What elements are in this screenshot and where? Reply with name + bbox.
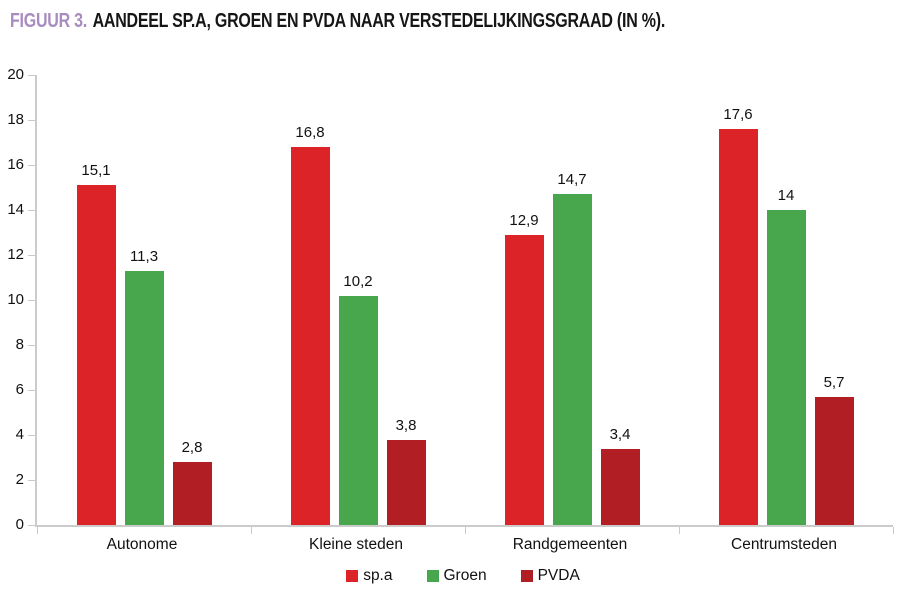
y-tick-label: 4 bbox=[15, 426, 24, 443]
bar-groen-centrumsteden: 14 bbox=[766, 187, 806, 525]
y-tick-label: 14 bbox=[7, 201, 24, 218]
bar-pvda-randgemeenten: 3,4 bbox=[600, 426, 640, 525]
y-tick-label: 8 bbox=[15, 336, 24, 353]
bar-value-label: 10,2 bbox=[343, 272, 373, 290]
y-tick-label: 18 bbox=[7, 111, 24, 128]
bar-group-autonome: 15,1 11,3 2,8 bbox=[37, 75, 251, 525]
bar-groen-randgemeenten: 14,7 bbox=[552, 171, 592, 525]
y-tick-label: 0 bbox=[15, 516, 24, 533]
plot-area: 15,1 11,3 2,8 16,8 10,2 3,8 12,9 14,7 3,4 17,6 14 5… bbox=[35, 75, 894, 534]
bar-value-label: 14 bbox=[777, 187, 795, 204]
bar-groen-kleine-steden: 10,2 bbox=[338, 273, 378, 525]
y-tick-mark bbox=[28, 209, 35, 211]
bar-value-label: 15,1 bbox=[81, 162, 111, 180]
bar-value-label: 5,7 bbox=[823, 373, 845, 391]
y-tick-mark bbox=[28, 299, 35, 301]
x-axis-label-centrumsteden: Centrumsteden bbox=[731, 536, 837, 553]
bar-pvda-autonome: 2,8 bbox=[172, 439, 212, 525]
bar-value-label: 17,6 bbox=[723, 106, 753, 123]
bar-value-label: 16,8 bbox=[295, 124, 325, 141]
bar-pvda-centrumsteden: 5,7 bbox=[814, 374, 854, 525]
y-tick-mark bbox=[28, 119, 35, 121]
legend-label: sp.a bbox=[363, 567, 393, 584]
bar-value-label: 11,3 bbox=[129, 247, 159, 265]
y-tick-mark bbox=[28, 479, 35, 481]
y-tick-mark bbox=[28, 434, 35, 436]
legend-swatch-icon bbox=[426, 570, 439, 582]
figure-title: FIGUUR 3. AANDEEL SP.A, GROEN EN PVDA NAA… bbox=[10, 10, 665, 33]
legend-swatch-icon bbox=[346, 570, 359, 582]
y-tick-label: 2 bbox=[15, 471, 24, 488]
x-tick-mark bbox=[464, 527, 466, 534]
figure-number-label: FIGUUR 3. bbox=[10, 10, 87, 32]
y-tick-mark bbox=[28, 389, 35, 391]
legend-swatch-icon bbox=[520, 570, 533, 582]
x-tick-mark bbox=[678, 527, 680, 534]
y-tick-label: 10 bbox=[7, 291, 24, 308]
x-axis-label-autonome: Autonome bbox=[106, 536, 178, 553]
bar-pvda-kleine-steden: 3,8 bbox=[386, 417, 426, 525]
y-tick-label: 16 bbox=[7, 156, 24, 173]
bar-spa-autonome: 15,1 bbox=[76, 162, 116, 525]
legend-item-groen: Groen bbox=[426, 567, 487, 585]
bar-group-randgemeenten: 12,9 14,7 3,4 bbox=[465, 75, 679, 525]
bar-value-label: 3,8 bbox=[395, 416, 417, 434]
bar-spa-kleine-steden: 16,8 bbox=[290, 124, 330, 525]
x-tick-mark bbox=[250, 527, 252, 534]
legend-label: PVDA bbox=[537, 567, 580, 584]
bar-value-label: 12,9 bbox=[509, 211, 539, 229]
figure-caption: AANDEEL SP.A, GROEN EN PVDA NAAR VERSTED… bbox=[92, 10, 666, 32]
x-axis-label-kleine-steden: Kleine steden bbox=[309, 536, 403, 553]
bar-group-kleine-steden: 16,8 10,2 3,8 bbox=[251, 75, 465, 525]
legend-item-pvda: PVDA bbox=[520, 567, 580, 585]
bar-value-label: 14,7 bbox=[557, 171, 587, 189]
x-axis-category-labels: Autonome Kleine steden Randgemeenten Centru… bbox=[35, 536, 891, 554]
legend-item-spa: sp.a bbox=[346, 567, 393, 585]
y-tick-label: 20 bbox=[7, 66, 24, 83]
bar-groups: 15,1 11,3 2,8 16,8 10,2 3,8 12,9 14,7 3,4 17,6 14 5… bbox=[37, 75, 893, 525]
y-tick-mark bbox=[28, 164, 35, 166]
bar-value-label: 2,8 bbox=[181, 439, 203, 456]
y-axis: 0 2 4 6 8 10 12 14 16 18 20 bbox=[0, 67, 35, 532]
bar-group-centrumsteden: 17,6 14 5,7 bbox=[679, 75, 893, 525]
y-tick-label: 6 bbox=[15, 381, 24, 398]
y-tick-mark bbox=[28, 344, 35, 346]
bar-value-label: 3,4 bbox=[609, 425, 631, 443]
bar-spa-centrumsteden: 17,6 bbox=[718, 106, 758, 525]
y-tick-mark bbox=[28, 524, 35, 526]
bar-groen-autonome: 11,3 bbox=[124, 248, 164, 525]
y-tick-label: 12 bbox=[7, 246, 24, 263]
y-tick-mark bbox=[28, 254, 35, 256]
x-tick-mark bbox=[892, 527, 894, 534]
x-tick-mark bbox=[36, 527, 38, 534]
legend: sp.a Groen PVDA bbox=[35, 567, 891, 585]
legend-label: Groen bbox=[443, 567, 487, 584]
x-axis-label-randgemeenten: Randgemeenten bbox=[512, 536, 628, 553]
bar-spa-randgemeenten: 12,9 bbox=[504, 212, 544, 525]
y-tick-mark bbox=[28, 74, 35, 76]
